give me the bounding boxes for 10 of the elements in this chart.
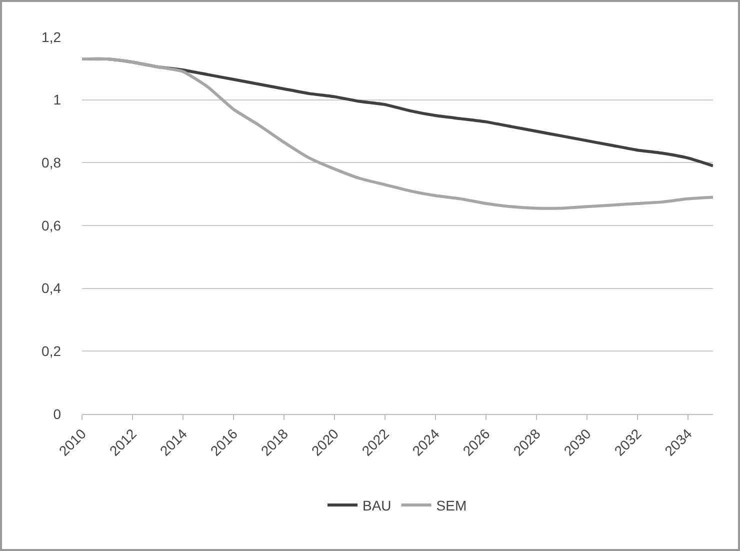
y-tick-label: 0,4: [42, 280, 62, 296]
y-tick-label: 0,6: [42, 217, 62, 234]
y-tick-label: 1,2: [42, 28, 62, 45]
y-tick-label: 1: [53, 92, 62, 108]
y-tick-label: 0,2: [42, 343, 62, 360]
legend-label: BAU: [362, 497, 392, 514]
y-tick-label: 0: [53, 406, 62, 422]
legend-label: SEM: [436, 497, 467, 514]
line-series: [82, 57, 713, 210]
y-tick-label: 0,8: [42, 154, 62, 171]
